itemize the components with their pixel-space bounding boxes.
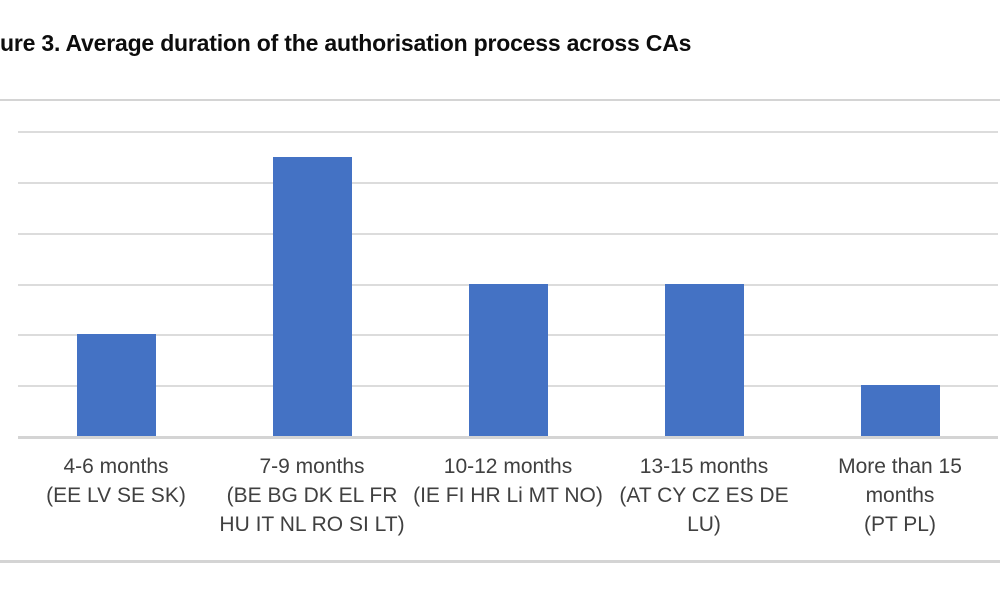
gridline (18, 182, 998, 184)
gridline (18, 385, 998, 388)
chart-frame-top-border (0, 99, 1000, 101)
chart-frame-bottom-border (0, 560, 1000, 563)
category-label: More than 15 months (PT PL) (838, 455, 962, 536)
category-label: 7-9 months (BE BG DK EL FR HU IT NL RO S… (219, 455, 405, 536)
bar (860, 385, 940, 436)
bar (664, 283, 744, 436)
category-label: 4-6 months (EE LV SE SK) (46, 455, 186, 507)
category-label: 13-15 months (AT CY CZ ES DE LU) (619, 455, 789, 536)
bar (272, 156, 352, 436)
gridline (18, 334, 998, 337)
figure-title: ure 3. Average duration of the authorisa… (0, 30, 692, 56)
gridline (18, 131, 998, 134)
gridline (18, 283, 998, 286)
x-axis-line (18, 436, 998, 439)
gridline (18, 232, 998, 235)
category-label: 10-12 months (IE FI HR Li MT NO) (413, 455, 603, 507)
bar (468, 283, 548, 436)
bar (76, 334, 156, 436)
